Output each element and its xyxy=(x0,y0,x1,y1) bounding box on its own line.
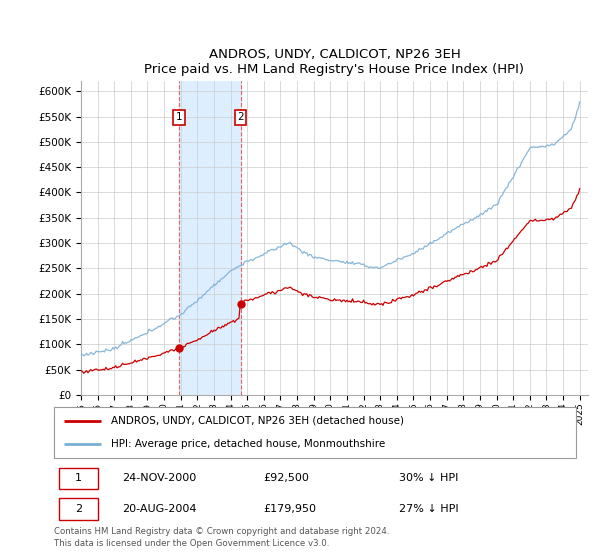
Text: Contains HM Land Registry data © Crown copyright and database right 2024.
This d: Contains HM Land Registry data © Crown c… xyxy=(54,527,389,548)
FancyBboxPatch shape xyxy=(54,407,576,458)
Title: ANDROS, UNDY, CALDICOT, NP26 3EH
Price paid vs. HM Land Registry's House Price I: ANDROS, UNDY, CALDICOT, NP26 3EH Price p… xyxy=(145,48,524,76)
Text: HPI: Average price, detached house, Monmouthshire: HPI: Average price, detached house, Monm… xyxy=(112,439,386,449)
Text: 1: 1 xyxy=(176,112,182,122)
FancyBboxPatch shape xyxy=(59,498,98,520)
FancyBboxPatch shape xyxy=(59,468,98,489)
Text: £92,500: £92,500 xyxy=(263,473,308,483)
Text: 2: 2 xyxy=(75,504,82,514)
Text: 1: 1 xyxy=(75,473,82,483)
Text: 30% ↓ HPI: 30% ↓ HPI xyxy=(398,473,458,483)
Text: ANDROS, UNDY, CALDICOT, NP26 3EH (detached house): ANDROS, UNDY, CALDICOT, NP26 3EH (detach… xyxy=(112,416,404,426)
Text: 27% ↓ HPI: 27% ↓ HPI xyxy=(398,504,458,514)
Text: 24-NOV-2000: 24-NOV-2000 xyxy=(122,473,196,483)
Text: £179,950: £179,950 xyxy=(263,504,316,514)
Text: 20-AUG-2004: 20-AUG-2004 xyxy=(122,504,196,514)
Text: 2: 2 xyxy=(237,112,244,122)
Bar xyxy=(179,81,241,395)
